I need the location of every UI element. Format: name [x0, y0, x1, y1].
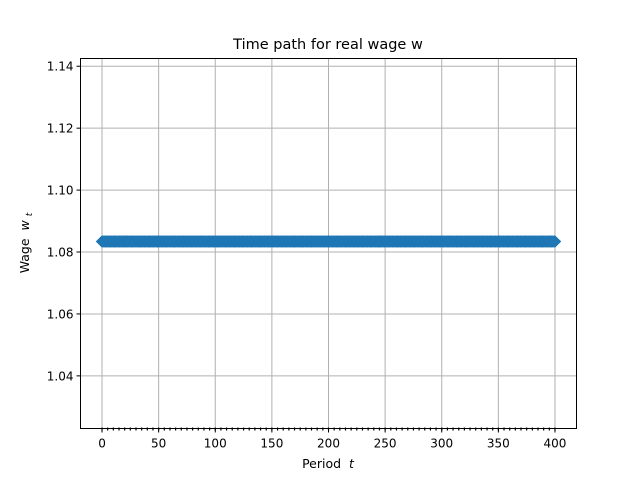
x-tick-label: 200 — [317, 437, 340, 451]
data-point — [548, 235, 562, 248]
chart-title: Time path for real wage w — [232, 37, 423, 53]
x-tick-label: 400 — [544, 437, 567, 451]
y-tick-label: 1.12 — [47, 122, 74, 136]
x-tick-label: 350 — [487, 437, 510, 451]
y-tick-label: 1.04 — [47, 369, 74, 383]
y-tick-label: 1.14 — [47, 60, 74, 74]
x-tick-label: 0 — [98, 437, 106, 451]
y-axis-label-sub: t — [25, 212, 35, 216]
x-tick-label: 250 — [374, 437, 397, 451]
x-tick-label: 50 — [151, 437, 166, 451]
y-tick-label: 1.08 — [47, 246, 74, 260]
x-axis-label-var: t — [349, 456, 355, 471]
data-series — [95, 235, 562, 248]
x-axis-label: Period t — [302, 456, 355, 471]
plot-frame — [80, 58, 577, 429]
y-axis-label-text: Wage — [17, 238, 32, 273]
x-tick-label: 300 — [430, 437, 453, 451]
y-axis-label-var: w — [17, 219, 32, 230]
axes: 0 50 100 150 200 250 300 350 400 1.04 1.06 1.08 1.10… — [47, 60, 567, 451]
y-tick-label: 1.10 — [47, 184, 74, 198]
series-markers — [95, 235, 562, 248]
x-tick-label: 150 — [260, 437, 283, 451]
y-axis-label: Wage w t — [17, 212, 35, 273]
y-tick-label: 1.06 — [47, 307, 74, 321]
x-tick-label: 100 — [204, 437, 227, 451]
x-axis-label-text: Period — [302, 456, 341, 471]
